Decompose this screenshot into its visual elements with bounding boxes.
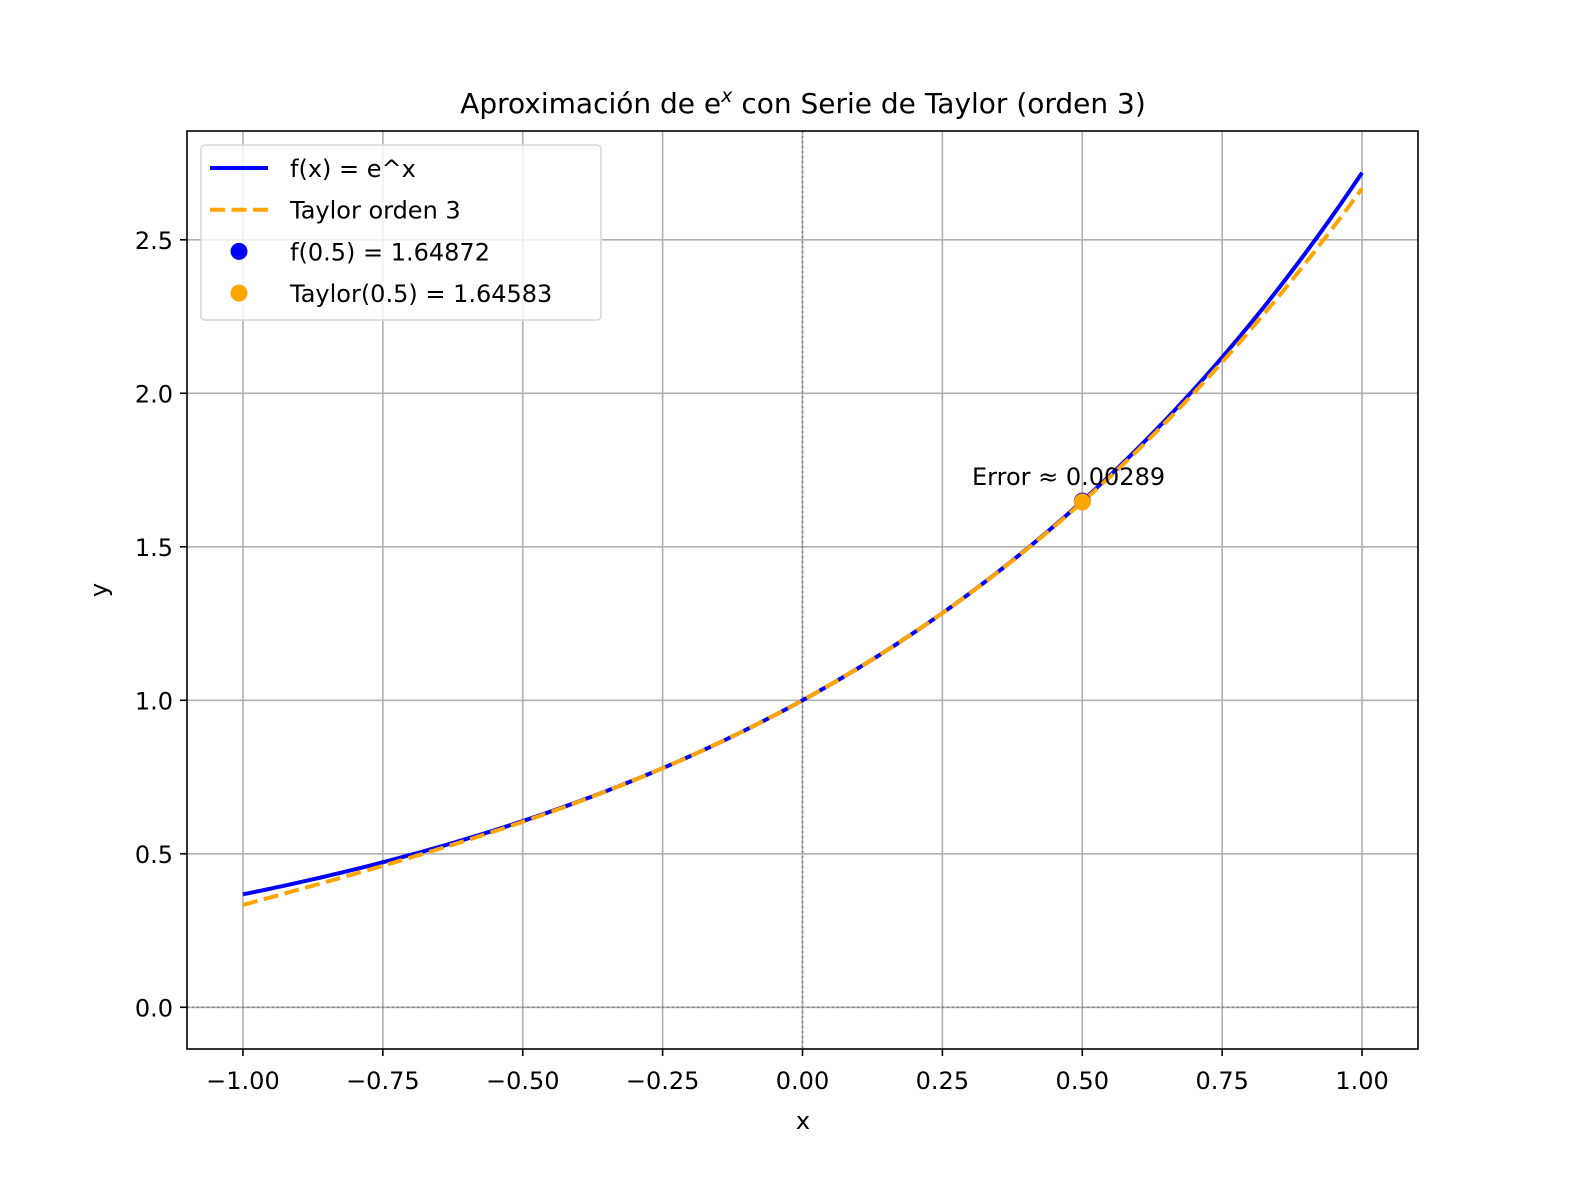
x-tick-label: −0.75 [346, 1067, 420, 1095]
x-ticks: −1.00 −0.75 −0.50 −0.25 0.00 0.25 0.50 0.75 1.00 [206, 1049, 1389, 1095]
x-tick-label: −0.25 [626, 1067, 700, 1095]
y-tick-label: 2.5 [135, 227, 173, 255]
legend-label-1: Taylor orden 3 [289, 197, 461, 225]
y-ticks: 0.0 0.5 1.0 1.5 2.0 2.5 [135, 227, 187, 1022]
y-tick-label: 0.0 [135, 994, 173, 1022]
x-tick-label: −0.50 [486, 1067, 560, 1095]
legend-box [200, 144, 602, 321]
legend: f(x) = e^x Taylor orden 3 f(0.5) = 1.64872… [200, 144, 602, 321]
y-axis-label: y [85, 583, 113, 597]
chart-title: Aproximación de ex con Serie de Taylor (… [460, 85, 1146, 120]
reference-lines [187, 131, 1418, 1049]
series-line-0 [242, 171, 1364, 897]
y-tick-label: 2.0 [135, 380, 173, 408]
plot-area [242, 171, 1364, 907]
y-tick-label: 0.5 [135, 841, 173, 869]
legend-marker-3 [230, 284, 248, 302]
series-line-1 [242, 187, 1364, 907]
x-tick-label: 0.25 [916, 1067, 969, 1095]
x-tick-label: 1.00 [1335, 1067, 1388, 1095]
error-annotation: Error ≈ 0.00289 [972, 463, 1165, 491]
data-point-3 [1073, 493, 1091, 511]
x-tick-label: −1.00 [206, 1067, 280, 1095]
x-axis-label: x [796, 1107, 810, 1135]
x-tick-label: 0.75 [1195, 1067, 1248, 1095]
y-tick-label: 1.0 [135, 687, 173, 715]
legend-marker-2 [230, 242, 248, 260]
y-tick-label: 1.5 [135, 534, 173, 562]
legend-label-0: f(x) = e^x [290, 155, 416, 183]
legend-label-2: f(0.5) = 1.64872 [290, 238, 490, 266]
x-tick-label: 0.50 [1056, 1067, 1109, 1095]
legend-label-3: Taylor(0.5) = 1.64583 [289, 280, 552, 308]
x-tick-label: 0.00 [776, 1067, 829, 1095]
